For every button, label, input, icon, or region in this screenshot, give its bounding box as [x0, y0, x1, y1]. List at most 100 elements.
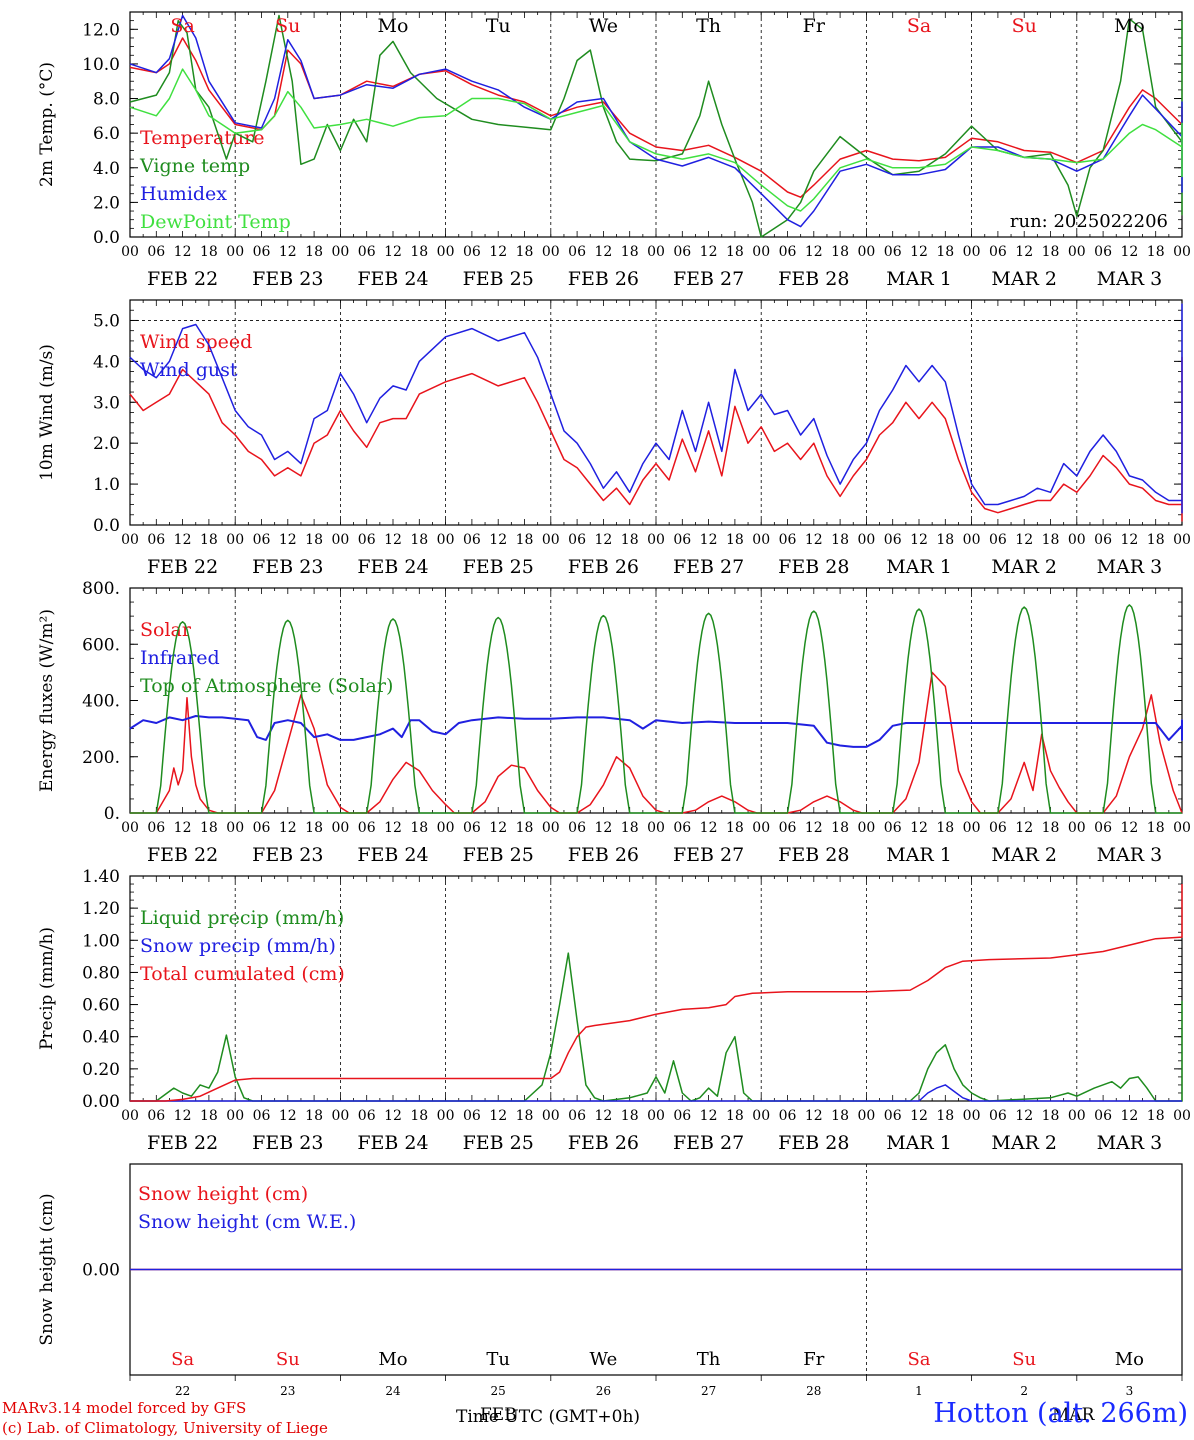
- x-hour-label: 12: [384, 1108, 402, 1124]
- x-hour-label: 06: [568, 532, 586, 548]
- legend-entry: Snow precip (mm/h): [140, 935, 336, 957]
- x-date-label: FEB 28: [778, 1132, 849, 1154]
- x-hour-label: 06: [884, 820, 902, 836]
- x-date-label: FEB 24: [357, 268, 428, 290]
- x-hour-label: 12: [174, 1108, 192, 1124]
- legend-entry: Solar: [140, 619, 192, 641]
- series-line: [130, 952, 1183, 1102]
- x-hour-label: 18: [831, 1108, 849, 1124]
- x-hour-label: 06: [673, 1108, 691, 1124]
- x-hour-label: 06: [463, 820, 481, 836]
- x-date-label: MAR 2: [991, 844, 1057, 866]
- x-hour-label: 18: [410, 532, 428, 548]
- x-day-number: 1: [915, 1384, 923, 1398]
- legend-entry: Humidex: [140, 183, 227, 205]
- y-tick-label: 400.: [82, 692, 120, 712]
- x-date-label: MAR 1: [886, 1132, 952, 1154]
- x-hour-label: 12: [594, 532, 612, 548]
- x-hour-label: 00: [647, 244, 665, 260]
- x-hour-label: 06: [989, 532, 1007, 548]
- x-date-label: MAR 2: [991, 556, 1057, 578]
- x-hour-label: 06: [147, 820, 165, 836]
- series-line: [130, 1084, 1182, 1102]
- x-hour-label: 00: [331, 1108, 349, 1124]
- x-hour-label: 12: [1015, 1108, 1033, 1124]
- y-axis-label: Energy fluxes (W/m²): [37, 609, 57, 792]
- weekday-label: Sa: [907, 15, 931, 37]
- y-tick-label: 1.00: [82, 931, 120, 951]
- legend-entry: Liquid precip (mm/h): [140, 907, 344, 929]
- x-hour-label: 18: [305, 820, 323, 836]
- x-date-label: FEB 24: [357, 844, 428, 866]
- x-hour-label: 00: [226, 532, 244, 548]
- x-hour-label: 18: [1147, 532, 1165, 548]
- x-hour-label: 06: [1094, 532, 1112, 548]
- x-hour-label: 18: [726, 1108, 744, 1124]
- x-hour-label: 12: [279, 244, 297, 260]
- x-hour-label: 00: [331, 244, 349, 260]
- x-hour-label: 00: [1068, 244, 1086, 260]
- x-date-label: FEB 26: [568, 556, 639, 578]
- x-hour-label: 18: [621, 532, 639, 548]
- y-axis-label: Snow height (cm): [37, 1193, 57, 1345]
- x-hour-label: 00: [1173, 820, 1191, 836]
- x-date-label: FEB 27: [673, 1132, 744, 1154]
- legend-entry: Wind gust: [140, 359, 238, 381]
- x-hour-label: 06: [358, 532, 376, 548]
- x-hour-label: 12: [489, 532, 507, 548]
- y-axis-label: Precip (mm/h): [37, 927, 57, 1050]
- x-date-label: FEB 23: [252, 556, 323, 578]
- x-date-label: FEB 22: [147, 268, 218, 290]
- x-hour-label: 12: [384, 820, 402, 836]
- x-hour-label: 00: [1173, 1108, 1191, 1124]
- x-hour-label: 12: [700, 1108, 718, 1124]
- x-hour-label: 06: [884, 1108, 902, 1124]
- x-date-label: MAR 1: [886, 268, 952, 290]
- legend-entry: Snow height (cm): [138, 1183, 308, 1205]
- legend-entry: Top of Atmosphere (Solar): [140, 675, 393, 697]
- legend-entry: Infrared: [140, 647, 220, 669]
- legend-entry: Wind speed: [140, 331, 252, 353]
- x-date-label: MAR 2: [991, 1132, 1057, 1154]
- x-hour-label: 06: [253, 820, 271, 836]
- x-date-label: FEB 23: [252, 1132, 323, 1154]
- x-hour-label: 06: [253, 244, 271, 260]
- x-date-label: FEB 27: [673, 556, 744, 578]
- x-date-label: FEB 23: [252, 268, 323, 290]
- x-hour-label: 06: [358, 1108, 376, 1124]
- x-hour-label: 06: [1094, 244, 1112, 260]
- weekday-label: Th: [696, 15, 721, 37]
- x-hour-label: 06: [568, 244, 586, 260]
- x-hour-label: 18: [936, 532, 954, 548]
- x-hour-label: 00: [963, 244, 981, 260]
- x-hour-label: 06: [884, 532, 902, 548]
- x-hour-label: 12: [594, 244, 612, 260]
- y-tick-label: 0.00: [82, 1092, 120, 1112]
- x-hour-label: 00: [1068, 532, 1086, 548]
- x-axis-title: Time UTC (GMT+0h): [456, 1407, 641, 1427]
- x-hour-label: 00: [542, 820, 560, 836]
- y-tick-label: 1.0: [93, 475, 120, 495]
- plot-frame: [129, 11, 1183, 238]
- x-hour-label: 18: [410, 1108, 428, 1124]
- x-hour-label: 00: [752, 532, 770, 548]
- x-hour-label: 00: [647, 1108, 665, 1124]
- x-day-number: 28: [806, 1384, 821, 1398]
- x-hour-label: 18: [621, 244, 639, 260]
- x-date-label: FEB 24: [357, 1132, 428, 1154]
- weekday-label: Mo: [1115, 1349, 1144, 1370]
- x-hour-label: 00: [226, 820, 244, 836]
- x-hour-label: 12: [384, 244, 402, 260]
- x-date-label: MAR 3: [1097, 844, 1163, 866]
- x-hour-label: 06: [779, 820, 797, 836]
- legend-entry: Vigne temp: [139, 155, 250, 177]
- weekday-label: Su: [1012, 1349, 1036, 1370]
- x-hour-label: 06: [463, 1108, 481, 1124]
- x-hour-label: 18: [1042, 532, 1060, 548]
- y-tick-label: 2.0: [93, 434, 120, 454]
- x-hour-label: 06: [989, 244, 1007, 260]
- x-day-number: 3: [1126, 1384, 1134, 1398]
- series-line: [130, 884, 1183, 1102]
- x-date-label: FEB 28: [778, 268, 849, 290]
- x-hour-label: 00: [1068, 820, 1086, 836]
